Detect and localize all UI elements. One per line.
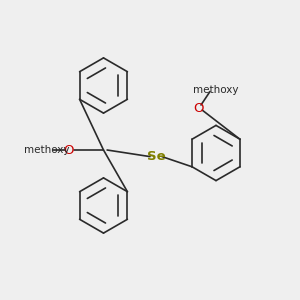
Text: Se: Se [147,150,165,163]
Text: O: O [194,102,204,115]
Text: O: O [64,143,74,157]
Text: methoxy: methoxy [193,85,239,95]
Text: methoxy: methoxy [24,145,69,155]
